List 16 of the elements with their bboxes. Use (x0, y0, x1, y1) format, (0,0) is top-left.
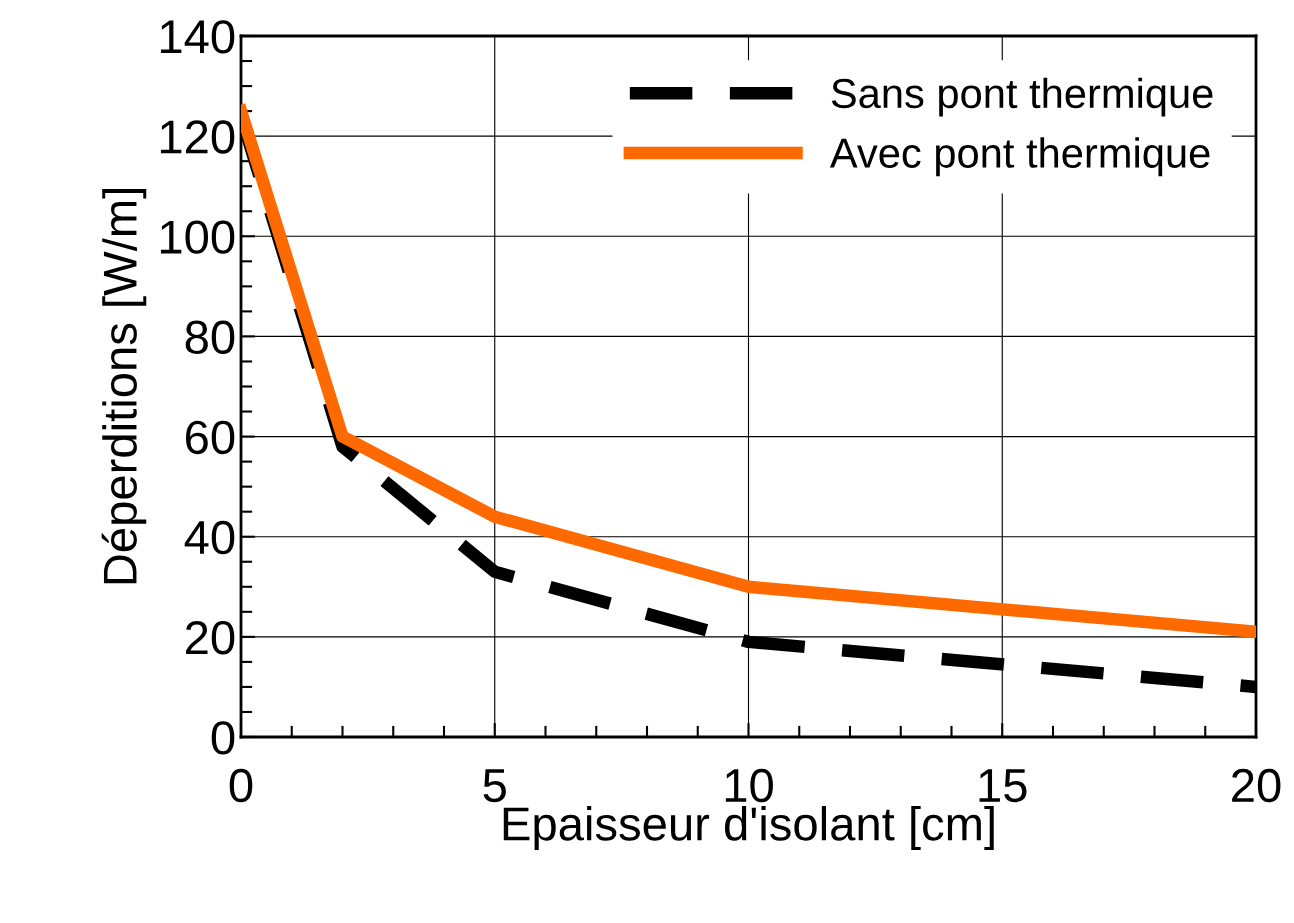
y-tick-label: 100 (160, 220, 235, 254)
y-tick-label: 140 (160, 20, 235, 54)
x-axis-title: Epaisseur d'isolant [cm] (503, 806, 994, 851)
x-tick-label: 10 (725, 768, 773, 803)
y-tick-label: 80 (185, 320, 235, 354)
y-tick-label: 0 (211, 721, 235, 755)
y-tick-label: 20 (185, 620, 235, 655)
y-axis-title: Déperditions [W/m] (101, 189, 147, 584)
x-tick-label: 5 (483, 769, 506, 803)
y-tick-label: 60 (186, 420, 235, 455)
x-tick-label: 20 (1232, 768, 1281, 803)
y-tick-label: 40 (184, 520, 235, 555)
legend-label: Sans pont thermique (831, 77, 1213, 117)
y-tick-label: 120 (160, 120, 235, 154)
x-tick-label: 15 (979, 769, 1027, 803)
legend-label: Avec pont thermique (829, 137, 1210, 177)
